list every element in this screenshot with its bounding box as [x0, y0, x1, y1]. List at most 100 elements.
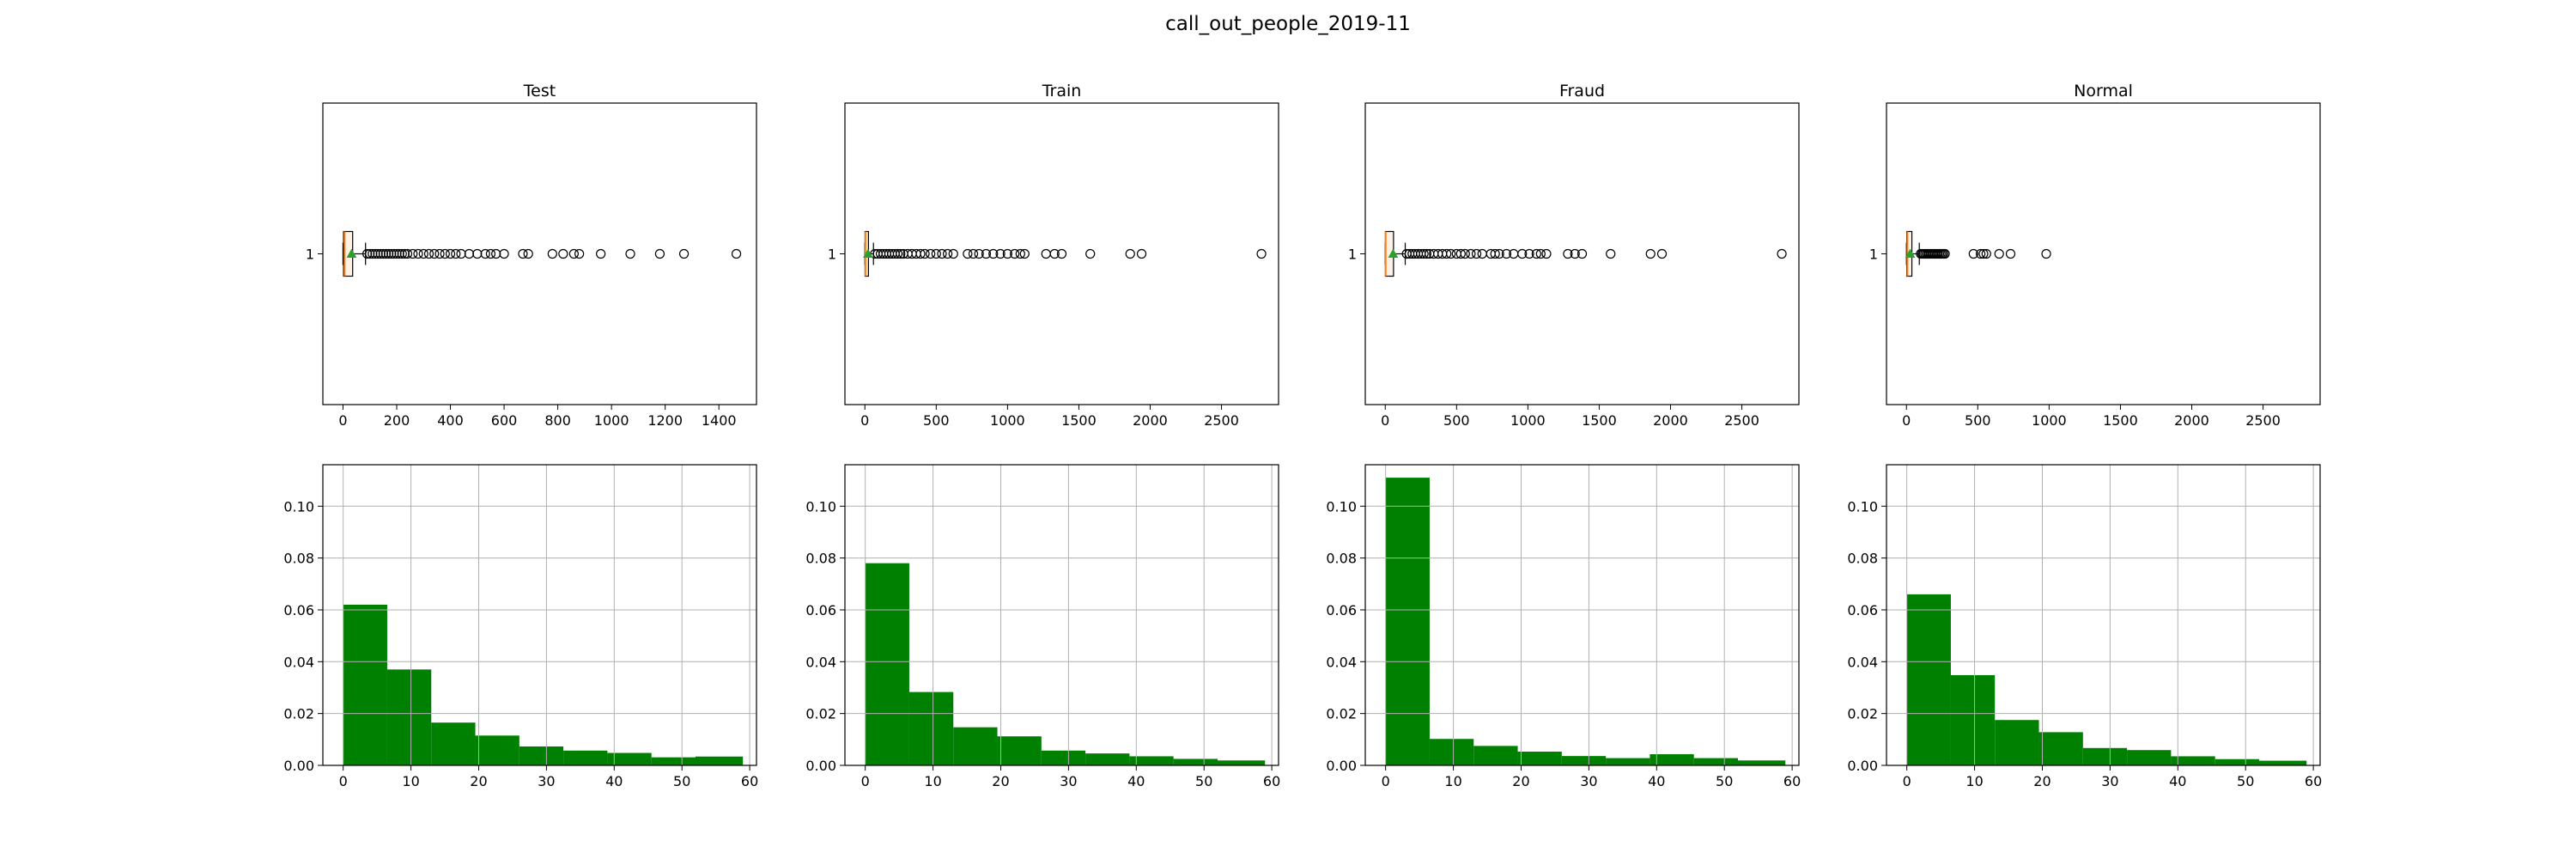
hist-bar: [2082, 747, 2128, 765]
x-tick-label: 40: [2169, 773, 2186, 789]
figure-suptitle: call_out_people_2019-11: [1165, 13, 1411, 35]
x-tick-label: 1400: [702, 412, 737, 429]
hist-bar: [607, 752, 652, 765]
x-tick-label: 40: [1648, 773, 1665, 789]
y-tick-label: 0.08: [805, 551, 836, 567]
x-tick-label: 1500: [1582, 412, 1617, 429]
x-tick-label: 400: [437, 412, 464, 429]
box-mean-marker: [1905, 248, 1916, 258]
outlier-point: [418, 248, 428, 259]
y-tick-label: 0.04: [805, 654, 836, 670]
outlier-point: [1002, 248, 1012, 259]
hist-bar: [1906, 594, 1951, 765]
axes-frame: [1886, 464, 2321, 766]
axes-frame: [1364, 464, 1800, 766]
outlier-point: [464, 248, 475, 259]
axes-frame: [1364, 102, 1800, 405]
outlier-point: [1645, 248, 1656, 259]
axes-frame: [844, 102, 1279, 405]
y-tick-label: 0.04: [283, 654, 314, 670]
x-tick-label: 40: [605, 773, 623, 789]
x-tick-label: 10: [1444, 773, 1461, 789]
outlier-point: [1010, 248, 1020, 259]
y-tick-label: 0.02: [1326, 706, 1357, 722]
outlier-point: [378, 248, 388, 259]
outlier-point: [1056, 248, 1067, 259]
outlier-point: [558, 248, 568, 259]
outlier-point: [1049, 248, 1060, 259]
x-tick-label: 1500: [2103, 412, 2138, 429]
outlier-point: [1490, 248, 1500, 259]
x-tick-label: 0: [861, 773, 870, 789]
hist-bar: [431, 722, 476, 765]
outlier-point: [440, 248, 450, 259]
outlier-point: [397, 248, 407, 259]
x-tick-label: 50: [1716, 773, 1733, 789]
outlier-point: [568, 248, 579, 259]
hist-bar: [1517, 752, 1562, 765]
hist-bar: [1950, 675, 1996, 765]
x-tick-label: 20: [470, 773, 487, 789]
outlier-point: [472, 248, 483, 259]
outlier-point: [937, 248, 947, 259]
x-tick-label: 600: [491, 412, 518, 429]
hist-bar: [2215, 758, 2259, 765]
x-tick-label: 30: [2101, 773, 2118, 789]
outlier-point: [429, 248, 440, 259]
hist-bar: [2171, 756, 2215, 765]
box-mean-marker: [346, 248, 357, 258]
outlier-point: [1041, 248, 1051, 259]
outlier-point: [1446, 248, 1456, 259]
y-tick-label: 0.06: [283, 602, 314, 618]
x-tick-label: 20: [2033, 773, 2050, 789]
hist-bar: [1217, 760, 1266, 765]
outlier-point: [1471, 248, 1482, 259]
outlier-point: [451, 248, 461, 259]
x-tick-label: 30: [1580, 773, 1597, 789]
outlier-point: [1501, 248, 1512, 259]
hist-bar: [1173, 758, 1218, 765]
outlier-point: [380, 248, 392, 259]
x-tick-label: 60: [2305, 773, 2322, 789]
outlier-point: [456, 248, 466, 259]
hist-bar: [519, 746, 564, 765]
outlier-point: [1531, 248, 1541, 259]
outlier-point: [2005, 248, 2016, 259]
hist-bar: [908, 691, 954, 765]
outlier-point: [1419, 248, 1429, 259]
subplot-6: 0 10 20 30 40 50 60 0.00 0.02 0.04 0.06 0.08 0.10: [1326, 464, 1801, 789]
x-tick-label: 1000: [594, 412, 629, 429]
outlier-point: [981, 248, 992, 259]
x-tick-label: 30: [538, 773, 555, 789]
y-tick-label: 0.04: [1847, 654, 1878, 670]
subplot-title: Normal: [2074, 82, 2133, 101]
outlier-point: [1494, 248, 1504, 259]
outlier-point: [499, 248, 509, 259]
x-tick-label: 0: [1902, 412, 1911, 429]
x-tick-label: 60: [1783, 773, 1801, 789]
x-tick-label: 1500: [1061, 412, 1097, 429]
x-tick-label: 800: [544, 412, 571, 429]
outlier-point: [1517, 248, 1528, 259]
axes-frame: [322, 464, 757, 766]
outlier-point: [625, 248, 635, 259]
outlier-point: [1477, 248, 1487, 259]
x-tick-label: 0: [860, 412, 869, 429]
outlier-point: [1606, 248, 1616, 259]
outlier-point: [1524, 248, 1534, 259]
y-tick-label: 1: [828, 247, 836, 263]
outlier-point: [1978, 248, 1989, 259]
outlier-point: [373, 248, 383, 259]
hist-bar: [953, 727, 998, 765]
y-tick-label: 1: [1869, 247, 1878, 263]
x-tick-label: 20: [992, 773, 1009, 789]
subplot-1: Train 1 0 500 1000 1500 2000 2500: [828, 82, 1279, 429]
outlier-point: [1976, 248, 1986, 259]
outlier-point: [974, 248, 984, 259]
y-tick-label: 0.08: [1326, 551, 1357, 567]
box-mean-marker: [863, 248, 873, 258]
y-tick-label: 1: [306, 247, 314, 263]
outlier-point: [1019, 248, 1030, 259]
outlier-point: [915, 248, 926, 259]
